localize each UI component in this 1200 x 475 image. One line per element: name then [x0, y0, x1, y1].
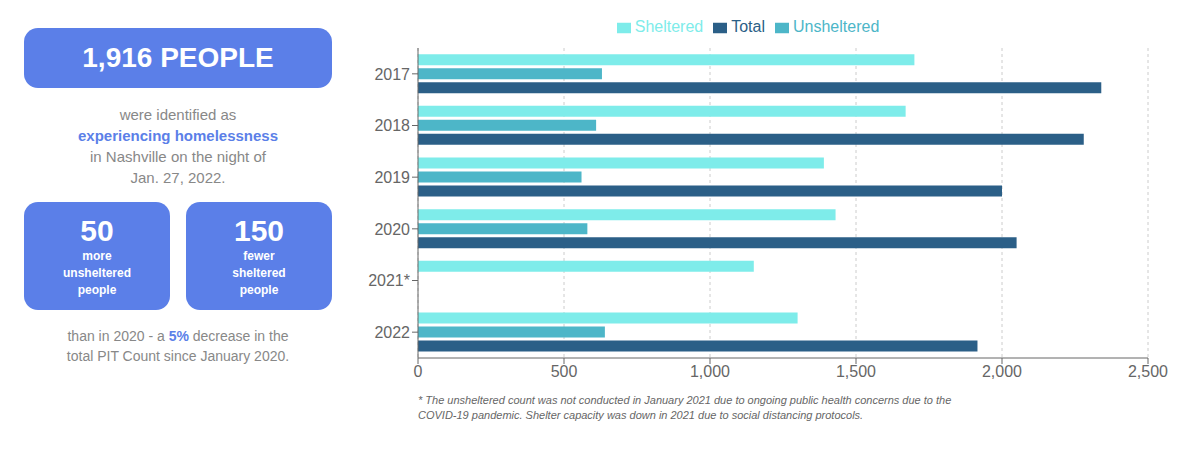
- svg-text:2,000: 2,000: [982, 363, 1022, 380]
- html-text:1,916 PEOPLE: 1,916 PEOPLE: [82, 42, 274, 73]
- html-text:in Nashville on the night of: in Nashville on the night of: [90, 148, 266, 165]
- svg-text:0: 0: [414, 363, 423, 380]
- html-text:than in 2020 - a 5% decrease i: than in 2020 - a 5% decrease in the: [67, 328, 289, 345]
- svg-text:2018: 2018: [374, 117, 410, 134]
- html-text:* The unsheltered count was no: * The unsheltered count was not conducte…: [418, 394, 952, 422]
- svg-text:1,500: 1,500: [836, 363, 876, 380]
- html-text:50: 50: [80, 214, 114, 247]
- svg-text:2017: 2017: [374, 66, 410, 83]
- html-text:experiencing homelessness: experiencing homelessness: [78, 127, 278, 144]
- html-text:Total: Total: [731, 18, 765, 35]
- svg-text:1,000: 1,000: [690, 363, 730, 380]
- svg-text:2019: 2019: [374, 169, 410, 186]
- html-text:Sheltered: Sheltered: [634, 18, 704, 35]
- svg-text:2020: 2020: [374, 221, 410, 238]
- html-text:Jan. 27, 2022.: Jan. 27, 2022.: [130, 169, 226, 186]
- html-text:were identified as: were identified as: [119, 106, 237, 123]
- svg-text:2021*: 2021*: [368, 272, 410, 289]
- html-text:fewer sheltered people: fewer sheltered people: [232, 249, 286, 297]
- html-text:150: 150: [234, 214, 284, 247]
- svg-text:2022: 2022: [374, 324, 410, 341]
- html-text:total PIT Count since January: total PIT Count since January 2020.: [66, 348, 290, 365]
- html-text:Unsheltered: Unsheltered: [793, 18, 880, 35]
- svg-text:2,500: 2,500: [1128, 363, 1168, 380]
- svg-text:500: 500: [551, 363, 578, 380]
- html-text:more unsheltered people: more unsheltered people: [63, 249, 131, 297]
